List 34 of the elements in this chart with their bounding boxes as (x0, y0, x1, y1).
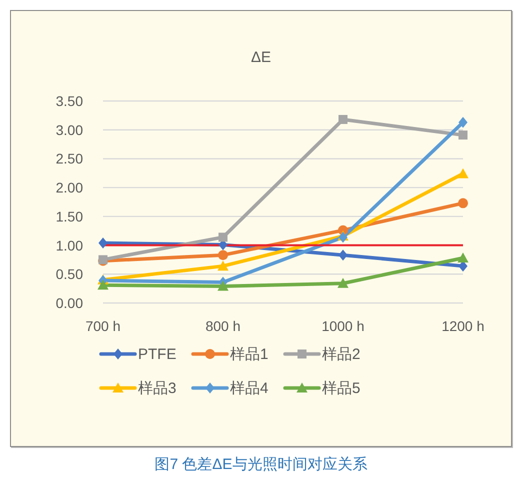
point (458, 198, 468, 208)
point (458, 130, 468, 140)
point (218, 280, 228, 291)
legend-label: 样品5 (322, 378, 360, 398)
point (458, 168, 468, 178)
point (98, 237, 108, 248)
point (218, 260, 228, 271)
x-tick-label: 700 h (85, 318, 121, 334)
x-tick-label: 1200 h (442, 318, 484, 334)
y-tick-label: 3.50 (56, 92, 84, 109)
legend-label: 样品2 (322, 344, 360, 364)
y-tick-label: 1.50 (56, 208, 84, 224)
point (458, 116, 468, 128)
y-tick-label: 2.50 (56, 150, 84, 167)
x-tick-label: 800 h (205, 318, 241, 334)
caption: 图7 色差ΔE与光照时间对应关系 (154, 455, 368, 474)
legend-label: PTFE (138, 346, 176, 362)
legend-label: 样品1 (230, 344, 268, 364)
point (338, 278, 348, 288)
x-tick-label: 1000 h (322, 318, 364, 334)
point (98, 280, 108, 290)
chart-title: ΔE (250, 49, 272, 66)
legend-label: 样品3 (138, 378, 176, 398)
y-tick-label: 3.00 (56, 122, 84, 138)
y-tick-label: 0.00 (56, 294, 84, 311)
point (338, 250, 348, 261)
y-tick-label: 1.00 (56, 237, 84, 254)
point (218, 250, 228, 260)
point (458, 252, 468, 262)
y-tick-label: 2.00 (56, 180, 84, 196)
point (218, 232, 228, 242)
point (338, 114, 348, 124)
y-tick-label: 0.50 (56, 266, 84, 282)
legend-label: 样品4 (230, 378, 268, 398)
